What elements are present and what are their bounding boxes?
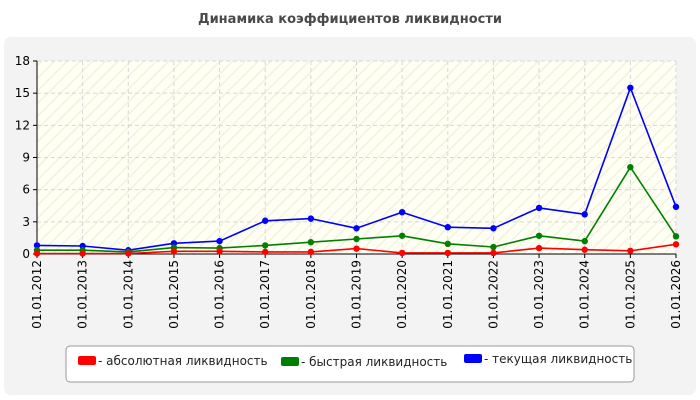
data-point xyxy=(216,237,223,245)
data-point xyxy=(307,215,315,222)
data-point xyxy=(672,203,680,211)
data-point xyxy=(535,204,543,212)
data-point xyxy=(444,249,451,257)
data-point xyxy=(490,225,497,232)
data-point xyxy=(262,242,269,249)
x-tick-label: 01.01.2025 xyxy=(623,260,637,329)
data-point xyxy=(398,232,406,239)
x-tick-label: 01.01.2017 xyxy=(258,260,272,329)
data-point xyxy=(672,241,680,248)
y-tick-label: 15 xyxy=(15,86,30,100)
series-layer xyxy=(33,84,680,257)
data-point xyxy=(581,237,588,245)
gridlines xyxy=(36,60,677,255)
data-point xyxy=(307,248,315,256)
series-group xyxy=(33,163,680,256)
data-point xyxy=(535,244,543,252)
x-tick-label: 01.01.2016 xyxy=(213,260,227,329)
data-point xyxy=(672,233,680,240)
legend-swatch xyxy=(281,357,299,366)
legend-box xyxy=(65,345,635,383)
data-point xyxy=(535,232,543,239)
data-point xyxy=(125,250,132,257)
legend-label: - абсолютная ликвидность xyxy=(98,354,268,368)
data-point xyxy=(627,163,634,171)
data-point xyxy=(33,242,41,249)
x-tick-label: 01.01.2019 xyxy=(350,260,364,329)
data-point xyxy=(398,249,406,257)
data-point xyxy=(216,248,223,255)
data-point xyxy=(353,235,360,243)
x-tick-label: 01.01.2020 xyxy=(395,260,409,329)
data-point xyxy=(353,245,360,252)
legend: - абсолютная ликвидность - быстрая ликвид… xyxy=(65,345,635,383)
legend-swatch xyxy=(464,354,482,363)
legend-label: - текущая ликвидность xyxy=(484,352,632,366)
data-point xyxy=(627,84,634,92)
data-point xyxy=(262,248,269,256)
x-tick-label: 01.01.2018 xyxy=(304,260,318,329)
y-tick-label: 18 xyxy=(15,54,30,68)
data-point xyxy=(627,247,634,254)
data-point xyxy=(398,208,406,216)
data-point xyxy=(581,211,588,218)
y-tick-label: 3 xyxy=(22,215,30,229)
data-point xyxy=(490,249,497,257)
data-point xyxy=(79,250,86,257)
data-point xyxy=(353,225,360,232)
y-tick-label: 6 xyxy=(22,183,30,197)
x-tick-label: 01.01.2026 xyxy=(669,260,683,329)
x-tick-label: 01.01.2013 xyxy=(76,260,90,329)
data-point xyxy=(490,243,497,251)
axes: 0 3 6 9 12 15 18 01.01.2012 01.01.2013 01.01.2014… xyxy=(15,54,683,329)
x-tick-label: 01.01.2022 xyxy=(486,260,500,329)
legend-label: - быстрая ликвидность xyxy=(301,355,447,369)
x-tick-label: 01.01.2023 xyxy=(532,260,546,329)
data-point xyxy=(262,217,269,224)
legend-swatch xyxy=(78,356,96,365)
data-point xyxy=(33,250,41,257)
data-point xyxy=(581,246,588,253)
x-tick-label: 01.01.2015 xyxy=(167,260,181,329)
data-point xyxy=(444,240,451,248)
x-tick-label: 01.01.2021 xyxy=(441,260,455,329)
x-tick-label: 01.01.2014 xyxy=(121,260,135,329)
data-point xyxy=(170,248,178,255)
series-group xyxy=(33,84,680,254)
series-group xyxy=(33,241,680,257)
data-point xyxy=(307,239,315,246)
y-tick-label: 0 xyxy=(22,247,30,261)
chart-title: Динамика коэффициентов ликвидности xyxy=(198,12,502,27)
y-tick-label: 9 xyxy=(22,151,30,165)
x-tick-label: 01.01.2012 xyxy=(30,260,44,329)
y-tick-label: 12 xyxy=(15,118,30,132)
data-point xyxy=(444,223,451,231)
x-tick-label: 01.01.2024 xyxy=(578,260,592,329)
